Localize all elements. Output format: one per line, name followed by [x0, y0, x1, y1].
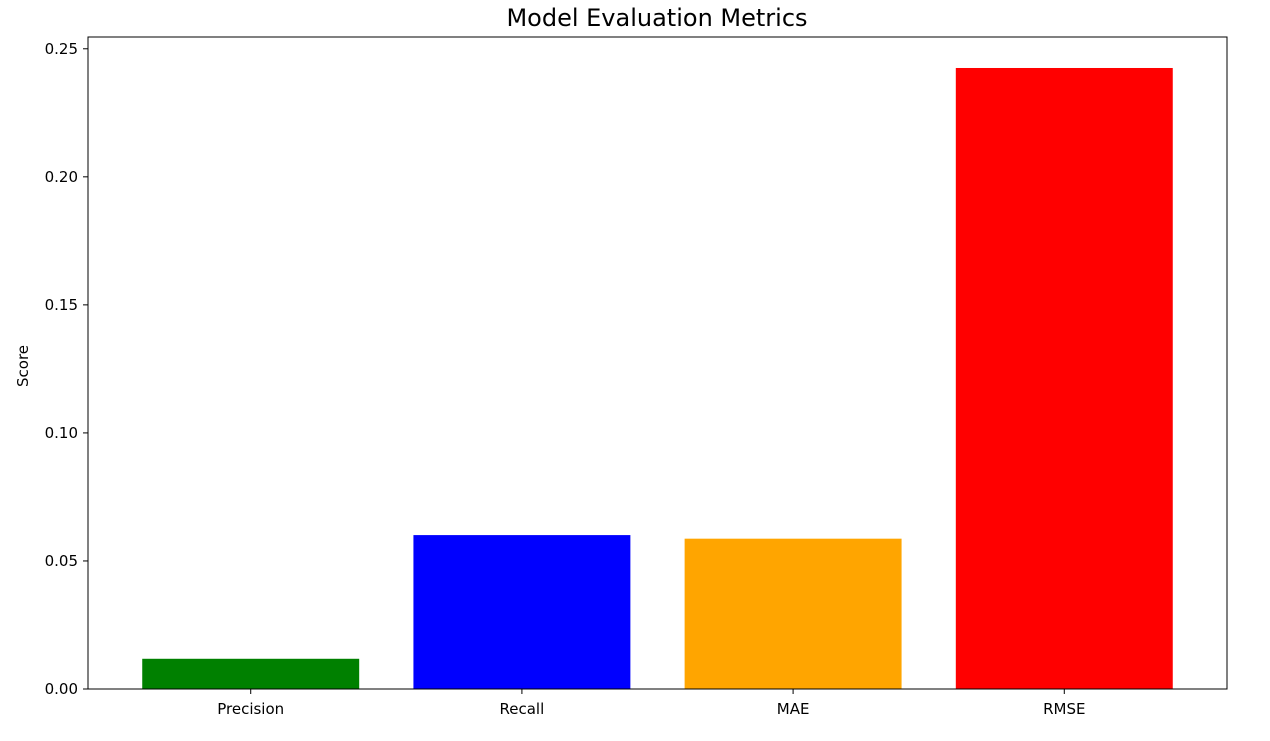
bars-group — [142, 67, 1173, 690]
y-tick-label: 0.15 — [45, 296, 78, 314]
x-tick-label: RMSE — [1043, 700, 1085, 718]
y-tick-label: 0.00 — [45, 680, 78, 698]
plot-frame — [87, 36, 1228, 690]
x-tick-label: MAE — [777, 700, 810, 718]
bar-mae — [684, 538, 902, 689]
bar-recall — [413, 535, 631, 689]
y-axis-label: Score — [14, 345, 32, 387]
x-tick-label: Precision — [217, 700, 284, 718]
x-axis-ticks: Precision Recall MAE RMSE — [217, 689, 1085, 718]
y-tick-label: 0.20 — [45, 168, 78, 186]
y-axis-ticks: 0.00 0.05 0.10 0.15 0.20 0.25 — [45, 40, 88, 698]
y-tick-label: 0.05 — [45, 552, 78, 570]
bar-rmse — [955, 67, 1173, 690]
y-tick-label: 0.25 — [45, 40, 78, 58]
chart-title: Model Evaluation Metrics — [506, 4, 807, 32]
x-tick-label: Recall — [500, 700, 545, 718]
bar-precision — [142, 658, 360, 689]
y-tick-label: 0.10 — [45, 424, 78, 442]
